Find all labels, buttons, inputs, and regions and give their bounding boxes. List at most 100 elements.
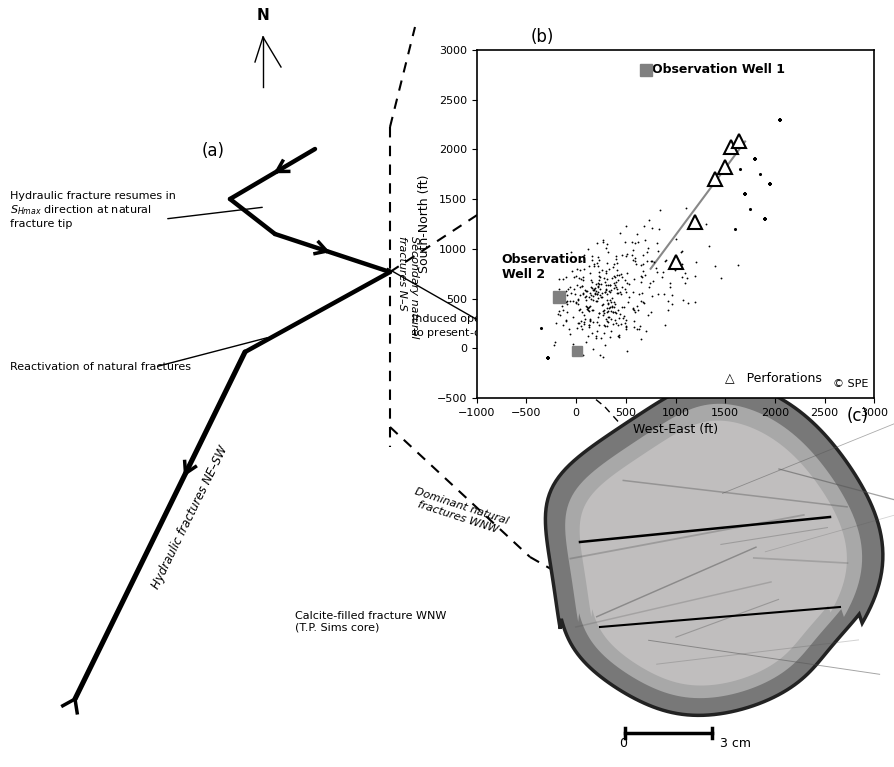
Point bbox=[603, 331, 617, 344]
Point bbox=[607, 281, 621, 294]
Point bbox=[583, 287, 597, 299]
Point bbox=[591, 277, 605, 289]
Point bbox=[597, 318, 611, 331]
Point bbox=[578, 309, 592, 321]
Point bbox=[608, 278, 622, 291]
Point bbox=[605, 272, 620, 284]
Point bbox=[585, 328, 599, 340]
Point bbox=[559, 314, 573, 327]
Point bbox=[597, 327, 611, 339]
Point bbox=[603, 263, 617, 275]
Point bbox=[578, 291, 592, 303]
Point bbox=[600, 257, 614, 269]
Point bbox=[595, 287, 610, 299]
Point bbox=[599, 278, 613, 291]
Point bbox=[592, 255, 606, 267]
Point bbox=[600, 272, 614, 285]
Point bbox=[665, 298, 679, 311]
Point bbox=[575, 281, 589, 293]
Text: Hydraulic fractures NE–SW: Hydraulic fractures NE–SW bbox=[149, 443, 231, 591]
Point bbox=[662, 281, 677, 293]
Point bbox=[656, 266, 670, 278]
Point bbox=[669, 233, 683, 245]
Point bbox=[588, 288, 603, 301]
Point bbox=[657, 318, 671, 331]
Point bbox=[753, 168, 767, 180]
Point bbox=[619, 314, 633, 326]
Point bbox=[586, 304, 601, 316]
Point bbox=[645, 291, 659, 303]
Point bbox=[552, 272, 566, 285]
Point bbox=[651, 288, 665, 301]
Point bbox=[772, 114, 787, 126]
Point bbox=[592, 307, 606, 319]
Text: 3 cm: 3 cm bbox=[720, 737, 751, 750]
Text: △   Perforations: △ Perforations bbox=[725, 372, 822, 384]
Point bbox=[587, 283, 602, 295]
Point bbox=[577, 316, 591, 328]
Point bbox=[600, 238, 614, 250]
Point bbox=[590, 295, 604, 307]
Point bbox=[599, 283, 613, 295]
Point bbox=[600, 306, 614, 318]
Point bbox=[574, 255, 588, 267]
Point bbox=[617, 301, 631, 313]
Point bbox=[576, 288, 590, 300]
Point bbox=[611, 319, 625, 331]
Point bbox=[549, 317, 563, 329]
Point bbox=[571, 293, 586, 305]
Point bbox=[554, 295, 569, 308]
Point bbox=[580, 329, 595, 341]
Point bbox=[628, 252, 642, 265]
Point bbox=[601, 311, 615, 323]
Point bbox=[563, 286, 578, 298]
Point bbox=[674, 245, 688, 257]
Polygon shape bbox=[579, 420, 847, 686]
Point bbox=[634, 295, 648, 308]
Point bbox=[586, 343, 601, 355]
Point bbox=[619, 320, 633, 332]
Point bbox=[625, 249, 639, 262]
Point bbox=[598, 285, 612, 298]
Point bbox=[646, 275, 661, 288]
Point bbox=[575, 323, 589, 335]
Point bbox=[582, 318, 596, 331]
Point bbox=[620, 219, 634, 232]
Point bbox=[635, 287, 649, 299]
Point bbox=[688, 270, 703, 282]
Point bbox=[578, 285, 593, 297]
Point bbox=[645, 255, 659, 267]
Point bbox=[595, 291, 609, 303]
Point bbox=[609, 307, 623, 319]
Text: Dominant natural
fractures WNW: Dominant natural fractures WNW bbox=[410, 486, 510, 538]
Point bbox=[603, 278, 617, 291]
Point bbox=[564, 246, 578, 258]
Point bbox=[560, 271, 574, 283]
Point bbox=[619, 317, 633, 329]
Point bbox=[586, 294, 600, 306]
Point bbox=[609, 253, 623, 265]
Point bbox=[596, 304, 611, 316]
Point bbox=[561, 252, 575, 264]
Point bbox=[743, 203, 757, 216]
Point bbox=[569, 262, 584, 275]
Point bbox=[590, 237, 604, 249]
Point bbox=[611, 264, 625, 276]
Point bbox=[637, 265, 651, 278]
Text: (c): (c) bbox=[847, 407, 869, 425]
Point bbox=[603, 293, 617, 305]
Point bbox=[611, 304, 625, 316]
Point bbox=[575, 306, 589, 318]
Point bbox=[592, 319, 606, 331]
Point bbox=[586, 260, 601, 272]
Point bbox=[598, 286, 612, 298]
Point bbox=[621, 295, 636, 308]
Point bbox=[648, 262, 662, 275]
Point bbox=[748, 153, 763, 166]
Point bbox=[611, 330, 625, 342]
Point bbox=[590, 316, 604, 328]
Point bbox=[594, 331, 608, 344]
Point bbox=[602, 285, 616, 297]
Point bbox=[569, 278, 584, 291]
Point bbox=[595, 298, 610, 311]
